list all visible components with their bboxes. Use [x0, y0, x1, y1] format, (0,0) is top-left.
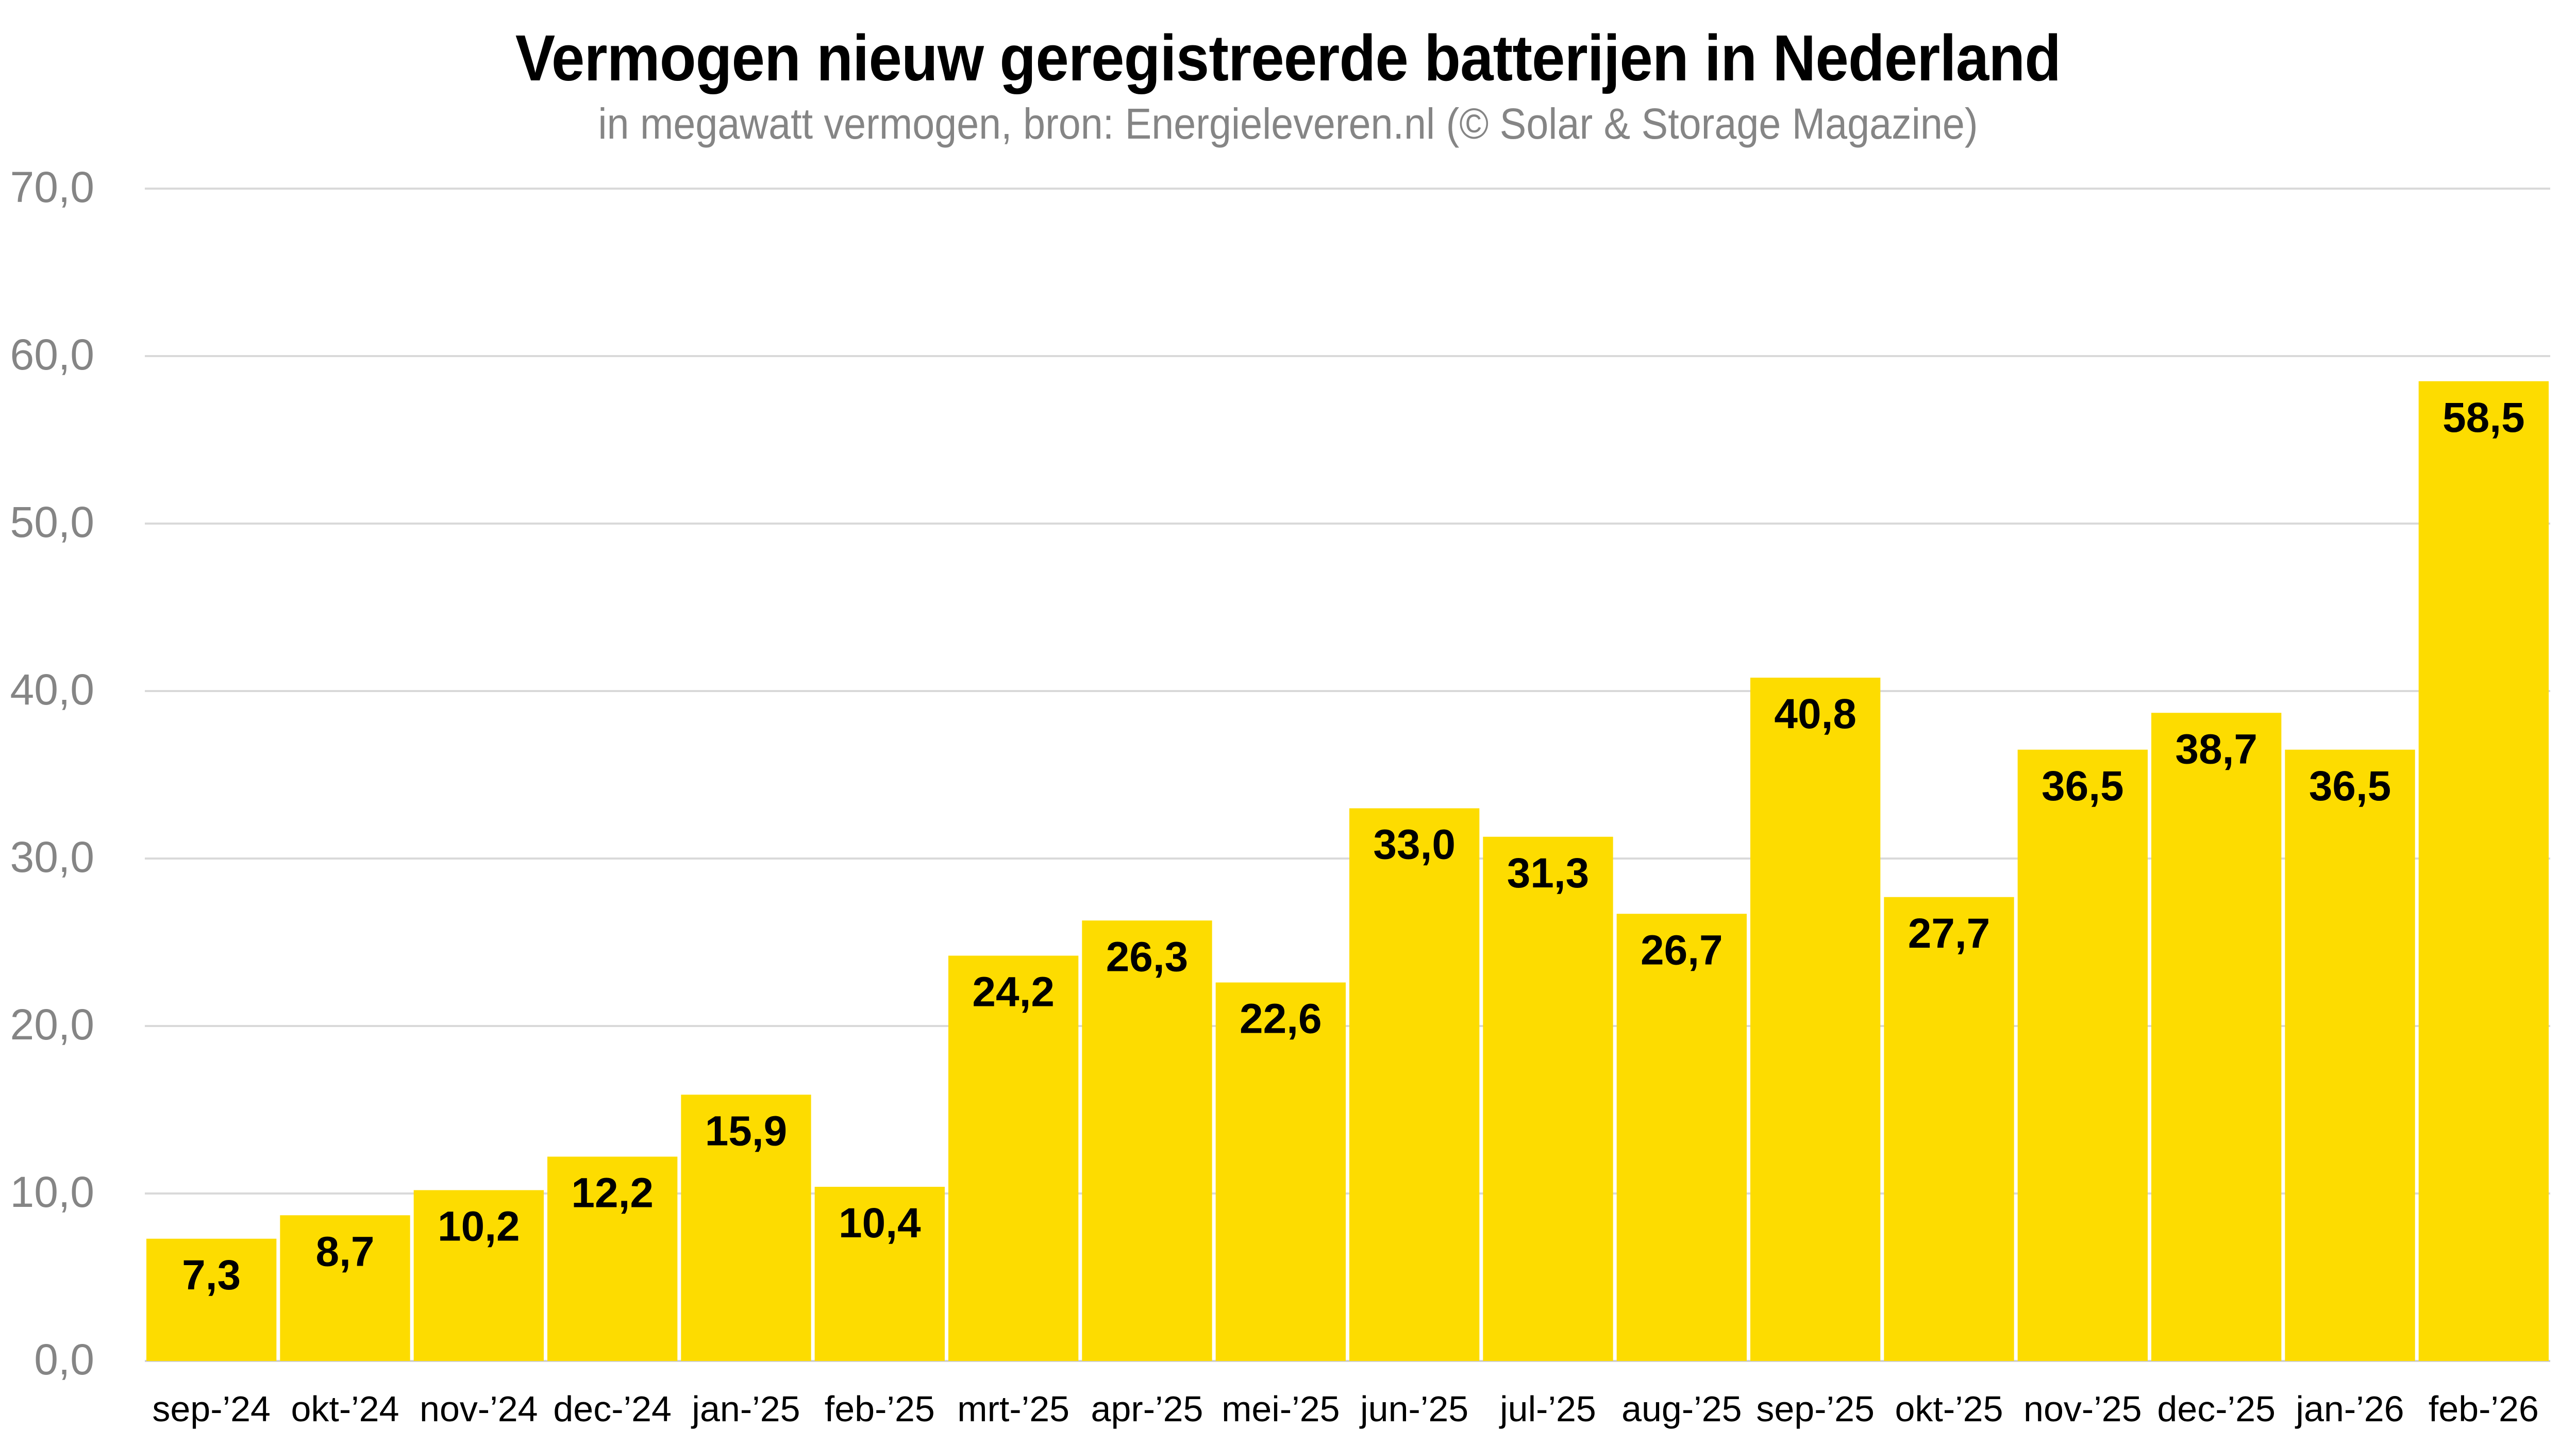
data-label: 10,4: [839, 1200, 921, 1247]
x-tick-label: jul-’25: [1499, 1389, 1596, 1429]
x-tick-label: sep-’24: [152, 1389, 271, 1429]
data-label: 31,3: [1507, 850, 1590, 897]
data-label: 40,8: [1774, 691, 1856, 737]
bar-8: [1215, 982, 1346, 1361]
data-label: 33,0: [1373, 821, 1456, 868]
bar-10: [1483, 836, 1613, 1361]
x-tick-label: nov-’24: [420, 1389, 538, 1429]
x-tick-label: mrt-’25: [957, 1389, 1069, 1429]
x-tick-label: apr-’25: [1091, 1389, 1203, 1429]
data-label: 36,5: [2309, 763, 2391, 810]
y-tick-label: 50,0: [10, 498, 95, 546]
x-tick-label: feb-’25: [825, 1389, 935, 1429]
data-label: 26,3: [1106, 933, 1189, 980]
x-tick-label: jan-’25: [691, 1389, 800, 1429]
x-tick-label: dec-’25: [2157, 1389, 2276, 1429]
x-tick-label: okt-’24: [291, 1389, 399, 1429]
y-tick-label: 70,0: [10, 163, 95, 211]
x-tick-label: feb-’26: [2429, 1389, 2539, 1429]
x-tick-label: nov-’25: [2023, 1389, 2142, 1429]
data-label: 36,5: [2042, 763, 2124, 810]
y-tick-label: 0,0: [34, 1335, 94, 1384]
bar-9: [1349, 808, 1480, 1361]
data-label: 24,2: [972, 969, 1055, 1016]
data-label: 26,7: [1641, 927, 1723, 973]
bar-1: [280, 1215, 410, 1361]
chart-title: Vermogen nieuw geregistreerde batterijen…: [515, 22, 2061, 94]
data-label: 10,2: [438, 1203, 520, 1250]
bar-14: [2017, 749, 2148, 1361]
data-label: 22,6: [1240, 996, 1322, 1043]
x-tick-label: okt-’25: [1895, 1389, 2003, 1429]
data-label: 8,7: [316, 1228, 375, 1275]
y-tick-label: 40,0: [10, 665, 95, 714]
bar-13: [1884, 897, 2014, 1361]
bar-2: [413, 1190, 544, 1361]
x-tick-label: jun-’25: [1359, 1389, 1468, 1429]
gridlines: [145, 188, 2550, 1362]
y-axis-ticks: 0,0 10,0 20,0 30,0 40,0 50,0 60,0 70,0: [10, 163, 95, 1384]
x-tick-label: mei-’25: [1222, 1389, 1340, 1429]
chart-subtitle: in megawatt vermogen, bron: Energielever…: [598, 99, 1978, 148]
data-label: 12,2: [571, 1170, 654, 1217]
data-label: 58,5: [2443, 394, 2525, 441]
data-label: 7,3: [182, 1252, 241, 1299]
data-label: 38,7: [2175, 726, 2257, 772]
data-label: 27,7: [1908, 910, 1990, 957]
x-tick-label: jan-’26: [2295, 1389, 2404, 1429]
bar-4: [681, 1095, 811, 1361]
bar-16: [2285, 749, 2415, 1361]
y-tick-label: 30,0: [10, 833, 95, 881]
y-tick-label: 20,0: [10, 1000, 95, 1049]
data-labels: 7,3 8,7 10,2 12,2 15,9 10,4 24,2 26,3 22,6 33,0 31…: [182, 394, 2524, 1299]
bar-12: [1750, 678, 1881, 1361]
bar-15: [2151, 713, 2282, 1361]
bars: [146, 381, 2549, 1361]
x-tick-label: dec-’24: [553, 1389, 672, 1429]
data-label: 15,9: [705, 1107, 788, 1154]
bar-3: [547, 1156, 678, 1361]
bar-0: [146, 1238, 277, 1361]
bar-5: [814, 1187, 945, 1361]
bar-17: [2418, 381, 2549, 1361]
y-tick-label: 60,0: [10, 330, 95, 379]
x-tick-label: sep-’25: [1756, 1389, 1875, 1429]
y-tick-label: 10,0: [10, 1168, 95, 1216]
bar-6: [948, 955, 1079, 1361]
x-axis-ticks: sep-’24 okt-’24 nov-’24 dec-’24 jan-’25 feb-’…: [152, 1389, 2538, 1429]
x-tick-label: aug-’25: [1621, 1389, 1742, 1429]
bar-7: [1082, 920, 1212, 1361]
bar-11: [1616, 914, 1747, 1361]
